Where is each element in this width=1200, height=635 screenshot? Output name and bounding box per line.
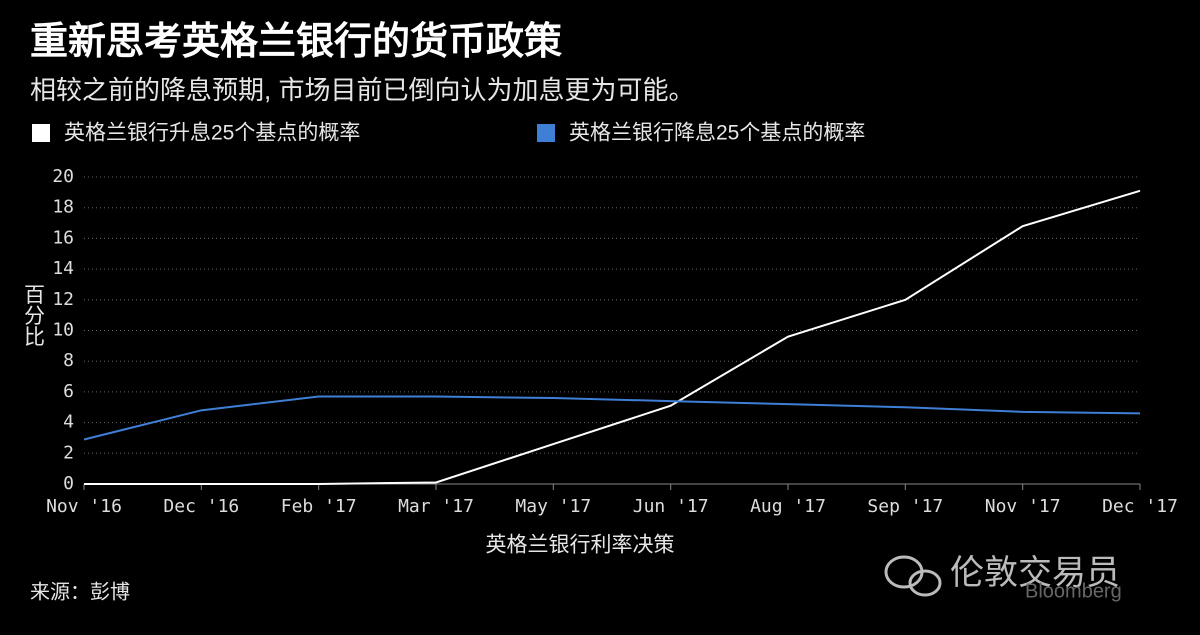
chart-subtitle: 相较之前的降息预期, 市场目前已倒向认为加息更为可能。 [30,75,694,105]
y-tick-label: 4 [63,412,74,433]
legend-label: 英格兰银行升息25个基点的概率 [64,122,360,145]
y-tick-label: 16 [52,227,74,248]
source: 来源：彭博 [30,580,130,603]
x-tick-label: Mar '17 [398,496,474,517]
y-tick-label: 8 [63,350,74,371]
y-tick-label: 10 [52,320,74,341]
watermark-icon [884,555,942,597]
y-axis-label: 百分比 [21,284,45,347]
x-tick-label: Sep '17 [867,496,943,517]
brand: Bloomberg [1025,580,1122,602]
chart-title: 重新思考英格兰银行的货币政策 [30,21,562,63]
line [83,395,1141,441]
y-tick-label: 18 [52,197,74,218]
x-axis-label: 英格兰银行利率决策 [486,534,675,557]
x-tick-label: Jun '17 [633,496,709,517]
y-tick-label: 12 [52,289,74,310]
x-tick-label: Aug '17 [750,496,826,517]
x-tick-label: Nov '17 [985,496,1061,517]
legend-label: 英格兰银行降息25个基点的概率 [569,122,865,145]
legend-swatch [537,124,555,142]
x-tick-label: Dec '16 [163,496,239,517]
y-tick-label: 14 [52,258,74,279]
legend-swatch [32,124,50,142]
x-tick-label: Nov '16 [46,496,122,517]
line [84,189,1141,485]
watermark: 伦敦交易员 [950,554,1120,592]
y-tick-label: 0 [63,473,74,494]
y-tick-label: 6 [63,381,74,402]
x-tick-label: May '17 [515,496,591,517]
x-tick-label: Dec '17 [1102,496,1178,517]
y-tick-label: 2 [63,442,74,463]
x-tick-label: Feb '17 [281,496,357,517]
y-tick-label: 20 [52,166,74,187]
